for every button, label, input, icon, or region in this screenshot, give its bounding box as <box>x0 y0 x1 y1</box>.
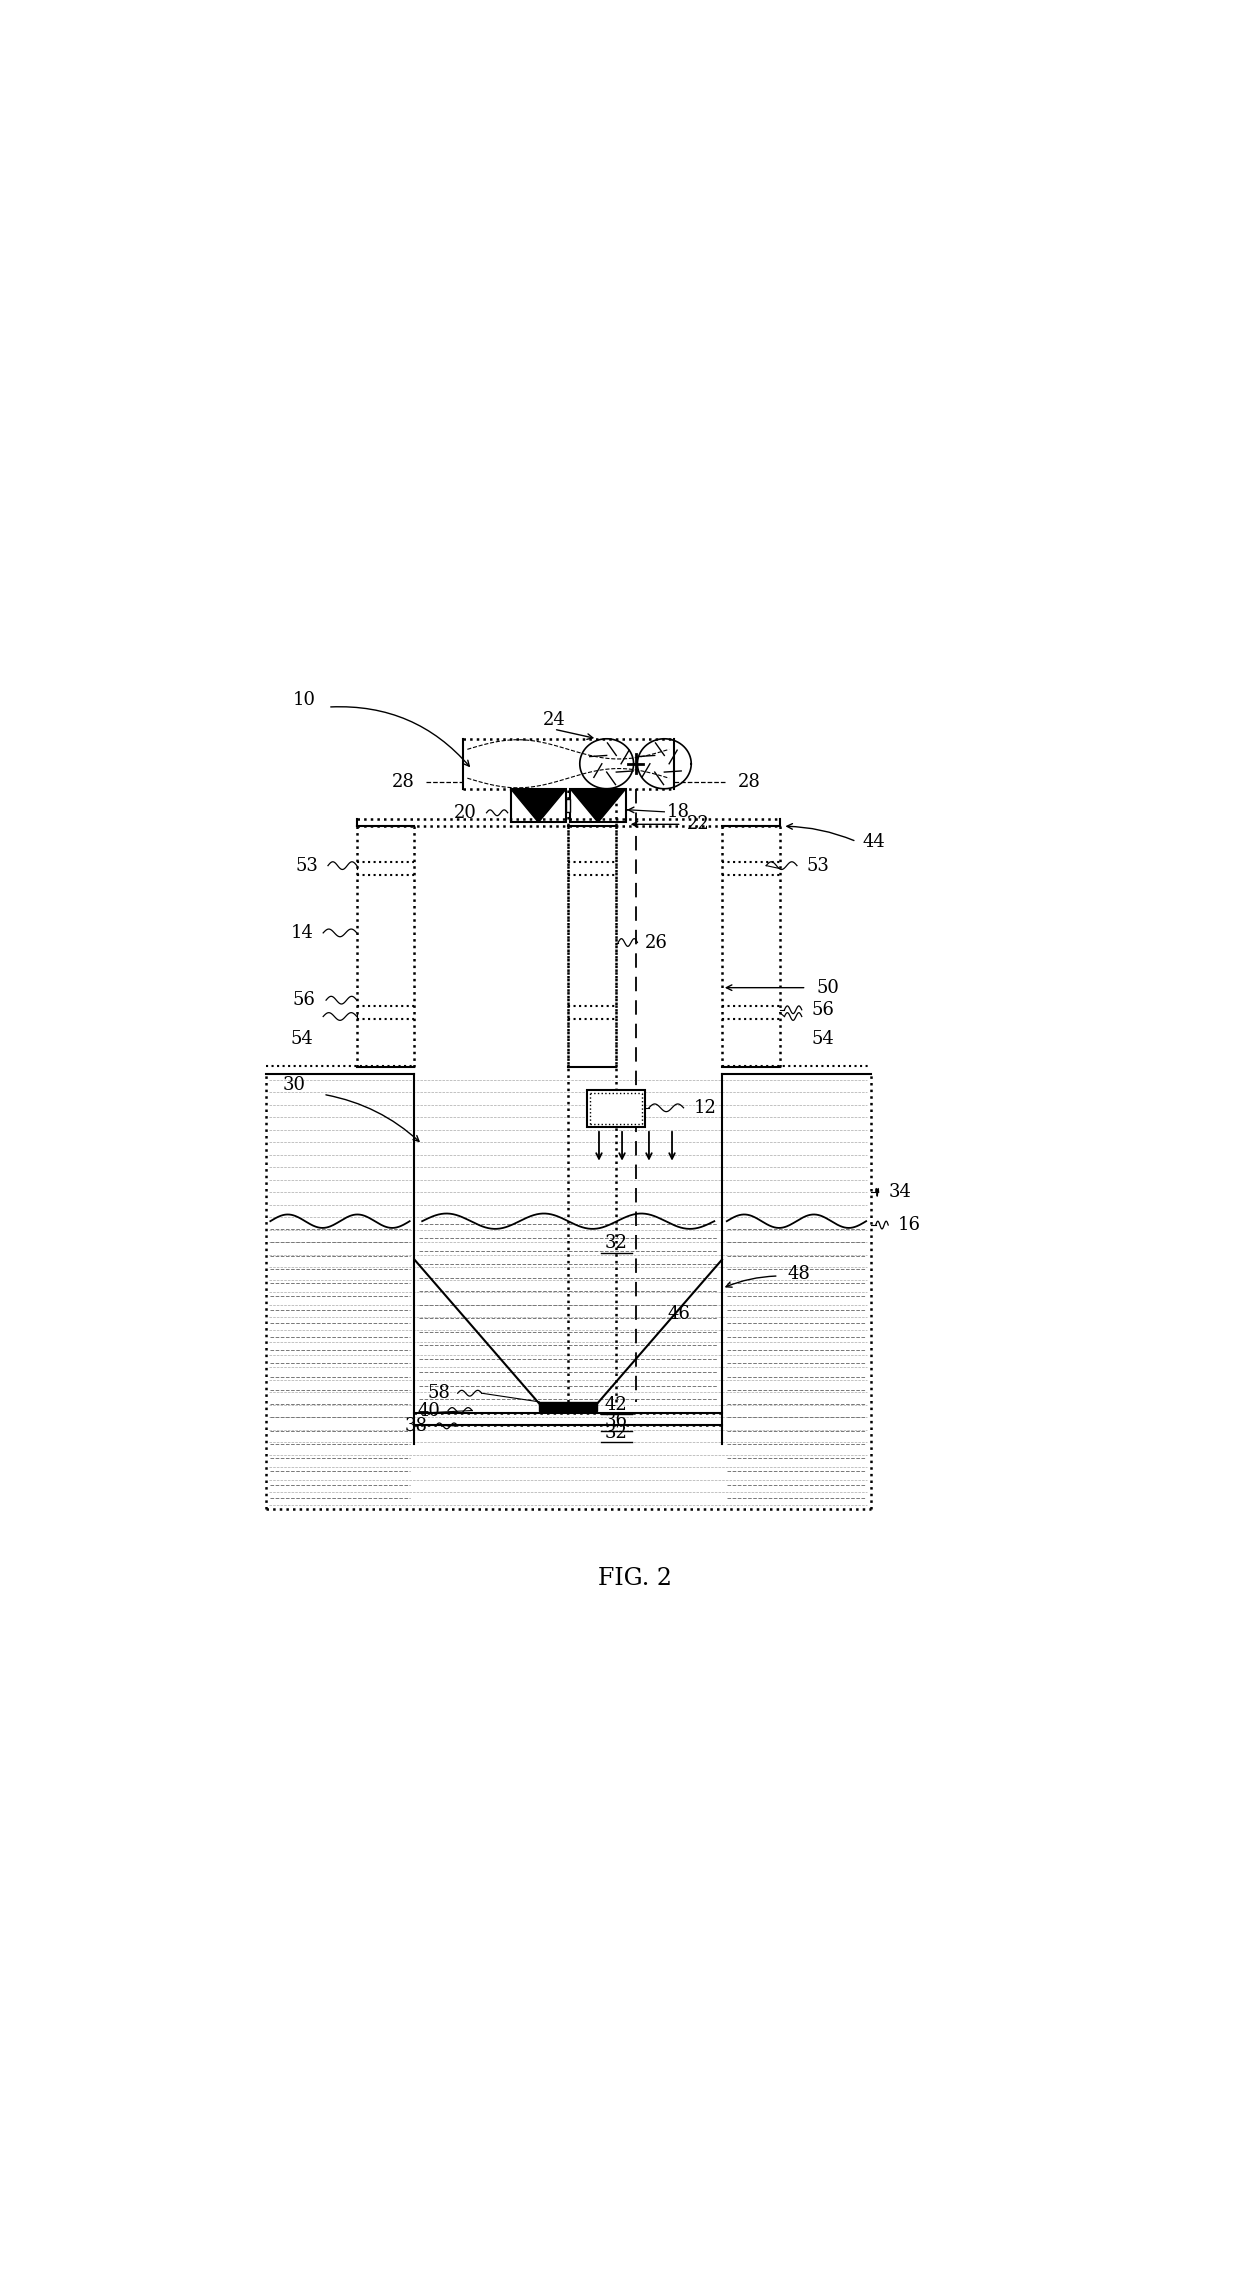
Polygon shape <box>511 788 567 823</box>
Text: 56: 56 <box>293 992 315 1010</box>
Text: 32: 32 <box>605 1424 627 1442</box>
Bar <box>539 1403 598 1412</box>
Text: 28: 28 <box>738 772 760 791</box>
Text: 28: 28 <box>392 772 414 791</box>
Text: 30: 30 <box>283 1076 306 1095</box>
Text: 24: 24 <box>542 711 565 729</box>
Text: 20: 20 <box>454 804 477 823</box>
Text: 16: 16 <box>898 1216 921 1234</box>
Bar <box>511 788 567 823</box>
Text: 32: 32 <box>605 1234 627 1252</box>
Polygon shape <box>570 788 626 823</box>
Text: 38: 38 <box>405 1417 428 1435</box>
Text: 12: 12 <box>693 1099 717 1117</box>
Text: 56: 56 <box>811 1001 835 1019</box>
Text: 18: 18 <box>667 802 691 820</box>
Text: 53: 53 <box>807 857 830 875</box>
Text: 58: 58 <box>427 1385 450 1403</box>
Text: 42: 42 <box>605 1396 627 1414</box>
Bar <box>567 800 570 811</box>
Text: 48: 48 <box>787 1266 810 1284</box>
Text: 26: 26 <box>645 935 668 951</box>
Text: 50: 50 <box>816 978 839 996</box>
Text: FIG. 2: FIG. 2 <box>599 1568 672 1590</box>
Text: 36: 36 <box>605 1412 627 1430</box>
Text: 10: 10 <box>293 692 315 708</box>
Text: 54: 54 <box>811 1031 835 1047</box>
Bar <box>588 1090 645 1127</box>
Text: 44: 44 <box>863 832 885 850</box>
Text: 54: 54 <box>290 1031 314 1047</box>
Text: 34: 34 <box>888 1184 911 1202</box>
Bar <box>570 788 626 823</box>
Text: 14: 14 <box>290 923 314 941</box>
Text: 53: 53 <box>295 857 319 875</box>
Text: 40: 40 <box>418 1401 440 1419</box>
Text: 22: 22 <box>687 816 709 834</box>
Text: 46: 46 <box>667 1305 691 1323</box>
